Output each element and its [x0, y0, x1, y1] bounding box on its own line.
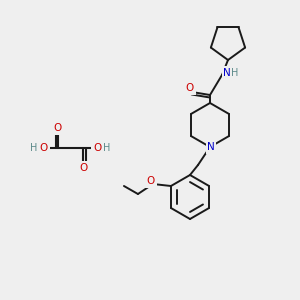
Text: O: O	[79, 163, 87, 173]
Text: N: N	[223, 68, 231, 78]
Text: N: N	[207, 142, 215, 152]
Text: O: O	[40, 143, 48, 153]
Text: O: O	[147, 176, 155, 186]
Text: H: H	[231, 68, 239, 78]
Text: H: H	[103, 143, 111, 153]
Text: H: H	[30, 143, 38, 153]
Text: O: O	[54, 123, 62, 133]
Text: O: O	[186, 83, 194, 93]
Text: O: O	[93, 143, 101, 153]
